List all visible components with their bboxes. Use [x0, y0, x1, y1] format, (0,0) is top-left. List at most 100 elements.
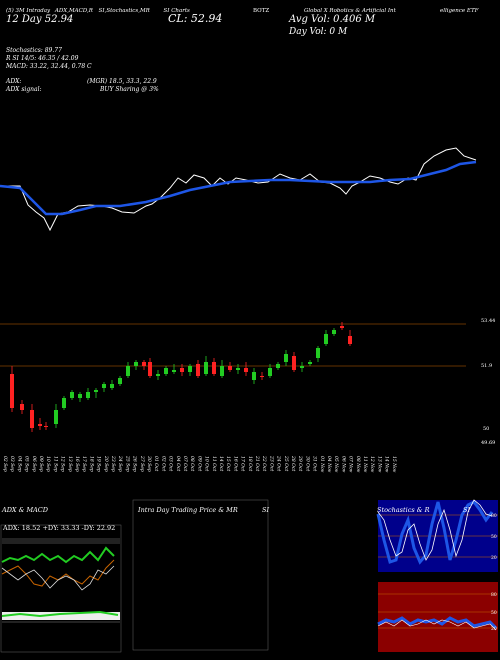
date-label: 03 Sep — [9, 456, 15, 472]
candle-body — [134, 362, 138, 366]
price-left: 12 Day 52.94 — [6, 14, 74, 25]
adx-stats: ADX: 18.52 +DY: 33.33 -DY: 22.92 — [3, 524, 116, 532]
candle-body — [196, 364, 200, 376]
adx-orange-line — [1, 559, 115, 587]
price-line — [0, 147, 477, 232]
candle-body — [188, 366, 192, 372]
date-label: 10 Oct — [204, 456, 210, 471]
date-label: 12 Nov — [369, 456, 375, 473]
rsi-level-20: 20 — [491, 626, 497, 632]
date-label: 25 Sep — [124, 455, 130, 472]
candlesticks — [10, 322, 352, 432]
date-label: 21 Oct — [254, 455, 260, 471]
candle-body — [110, 384, 114, 388]
candle-body — [38, 424, 42, 426]
candle-body — [62, 398, 66, 408]
fund-name-2: elligence ETF — [440, 8, 479, 14]
date-label: 31 Oct — [312, 456, 318, 471]
candle-body — [30, 410, 34, 428]
candle-body — [204, 362, 208, 374]
date-label: 26 Sep — [132, 455, 138, 472]
candle-body — [252, 372, 256, 380]
date-label: 30 Oct — [304, 456, 310, 471]
candle-body — [228, 366, 232, 370]
date-label: 05 Nov — [333, 456, 339, 473]
candle-body — [332, 330, 336, 334]
candle-body — [212, 362, 216, 374]
date-label: 17 Sep — [81, 456, 87, 472]
candle-body — [142, 362, 146, 366]
candle-body — [220, 366, 224, 376]
adx-panel — [0, 524, 122, 653]
candle-body — [276, 364, 280, 368]
adx-signal-text: ADX signal: — [6, 86, 42, 93]
date-label: 23 Sep — [110, 455, 116, 472]
date-label: 24 Oct — [276, 455, 282, 471]
header-line: (5) 3M Intraday ADX,MACD,R SI,Stochastic… — [6, 8, 190, 14]
candle-body — [44, 426, 48, 427]
candle-body — [94, 390, 98, 392]
candle-body — [180, 368, 184, 372]
date-label: 02 Oct — [160, 456, 166, 471]
rsi-level-80: 80 — [491, 592, 497, 598]
candle-body — [10, 374, 14, 408]
intraday-panel — [132, 499, 269, 651]
date-label: 24 Sep — [117, 455, 123, 472]
candle-body — [126, 366, 130, 376]
date-label: 09 Oct — [196, 456, 202, 471]
date-label: 17 Oct — [240, 456, 246, 471]
date-label: 20 Sep — [103, 455, 109, 472]
stoch-panel-title-2: SI — [463, 506, 471, 514]
date-label: 07 Oct — [182, 456, 188, 471]
date-label: 22 Oct — [261, 455, 267, 471]
intraday-panel-title: Intra Day Trading Price & MR — [138, 506, 238, 514]
candle-body — [172, 370, 176, 372]
price-label-mid: 51.9 — [481, 363, 492, 369]
date-label: 28 Oct — [290, 455, 296, 471]
date-label: 04 Oct — [175, 456, 181, 471]
header-indicators-2: SI,Stochastics,MR — [98, 8, 150, 14]
header-timeframe: (5) 3M Intraday — [6, 8, 51, 14]
macd-text: MACD: 33.22, 32.44, 0.78 C — [6, 63, 92, 70]
candle-body — [102, 384, 106, 388]
ticker-symbol: BOTZ — [253, 8, 270, 14]
date-label: 04 Nov — [326, 456, 332, 473]
date-label: 18 Sep — [88, 456, 94, 472]
price-label-bottom: 49.69 — [481, 440, 495, 446]
rsi-panel-bg — [378, 582, 498, 652]
adx-green-line — [1, 546, 115, 564]
adx-panel-title: ADX & MACD — [2, 506, 48, 514]
date-label: 13 Sep — [67, 456, 73, 472]
candle-body — [340, 326, 344, 328]
candle-body — [236, 368, 240, 370]
header-charts: SI Charts — [163, 8, 190, 14]
candle-body — [284, 354, 288, 362]
date-label: 09 Sep — [38, 456, 44, 472]
candle-body — [244, 368, 248, 372]
price-label-top: 53.44 — [481, 318, 495, 324]
day-vol: Day Vol: 0 M — [289, 27, 348, 37]
date-label: 15 Nov — [391, 456, 397, 473]
date-label: 08 Nov — [355, 456, 361, 473]
date-label: 07 Nov — [348, 456, 354, 473]
date-label: 01 Nov — [319, 456, 325, 473]
date-label: 30 Sep — [146, 456, 152, 472]
candle-body — [156, 374, 160, 376]
date-label: 05 Sep — [24, 456, 30, 472]
date-axis: 02 Sep 03 Sep 04 Sep 05 Sep 06 Sep 09 Sep 10 S… — [2, 455, 397, 473]
candle-body — [20, 404, 24, 410]
adx-text: ADX: — [6, 78, 22, 85]
macd-fill — [2, 612, 120, 620]
candle-body — [268, 368, 272, 376]
date-label: 12 Sep — [60, 456, 66, 472]
date-label: 14 Oct — [218, 456, 224, 471]
stoch-level-20: 20 — [491, 555, 497, 561]
candle-body — [308, 362, 312, 364]
candle-body — [148, 362, 152, 376]
candle-body — [260, 376, 264, 377]
close-label: CL: 52.94 — [168, 12, 223, 25]
date-label: 25 Oct — [283, 455, 289, 471]
adx-highlight — [2, 538, 120, 544]
date-label: 06 Sep — [31, 456, 37, 472]
candle-body — [86, 392, 90, 398]
